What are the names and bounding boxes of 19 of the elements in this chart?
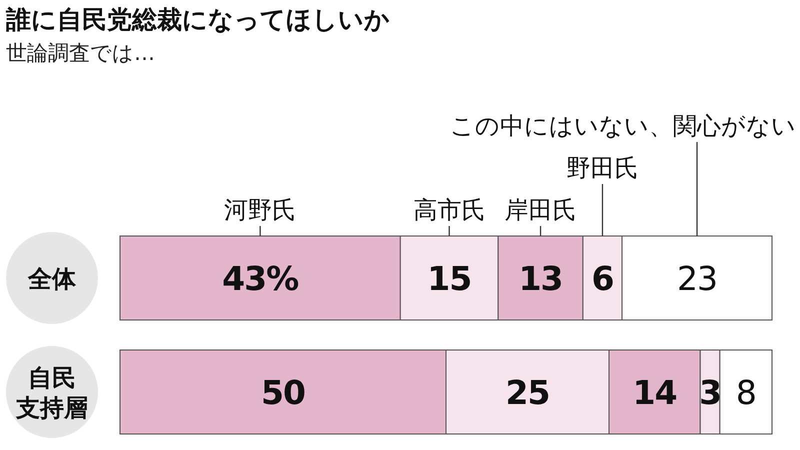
data-label: 13	[518, 259, 563, 298]
chart-subtitle: 世論調査では…	[6, 41, 155, 65]
data-label: 25	[506, 373, 550, 412]
chart-title: 誰に自民党総裁になってほしいか	[5, 5, 390, 34]
text: 野田氏	[566, 154, 638, 182]
series-label: 河野氏	[224, 196, 296, 224]
text: この中にはいない、関心がない	[450, 112, 796, 140]
y-tick-label: 自民支持層	[15, 364, 88, 422]
data-label: 23	[677, 259, 718, 298]
series-label: 高市氏	[413, 196, 486, 224]
data-label: 3	[699, 373, 722, 412]
data-label: 14	[632, 373, 677, 412]
data-label: 8	[736, 373, 756, 412]
data-label: 50	[261, 373, 305, 412]
data-label: 15	[427, 259, 472, 298]
y-tick-label: 全体	[27, 265, 77, 293]
data-label: 43%	[222, 259, 300, 298]
series-label: 岸田氏	[504, 196, 577, 224]
data-label: 6	[591, 259, 614, 298]
